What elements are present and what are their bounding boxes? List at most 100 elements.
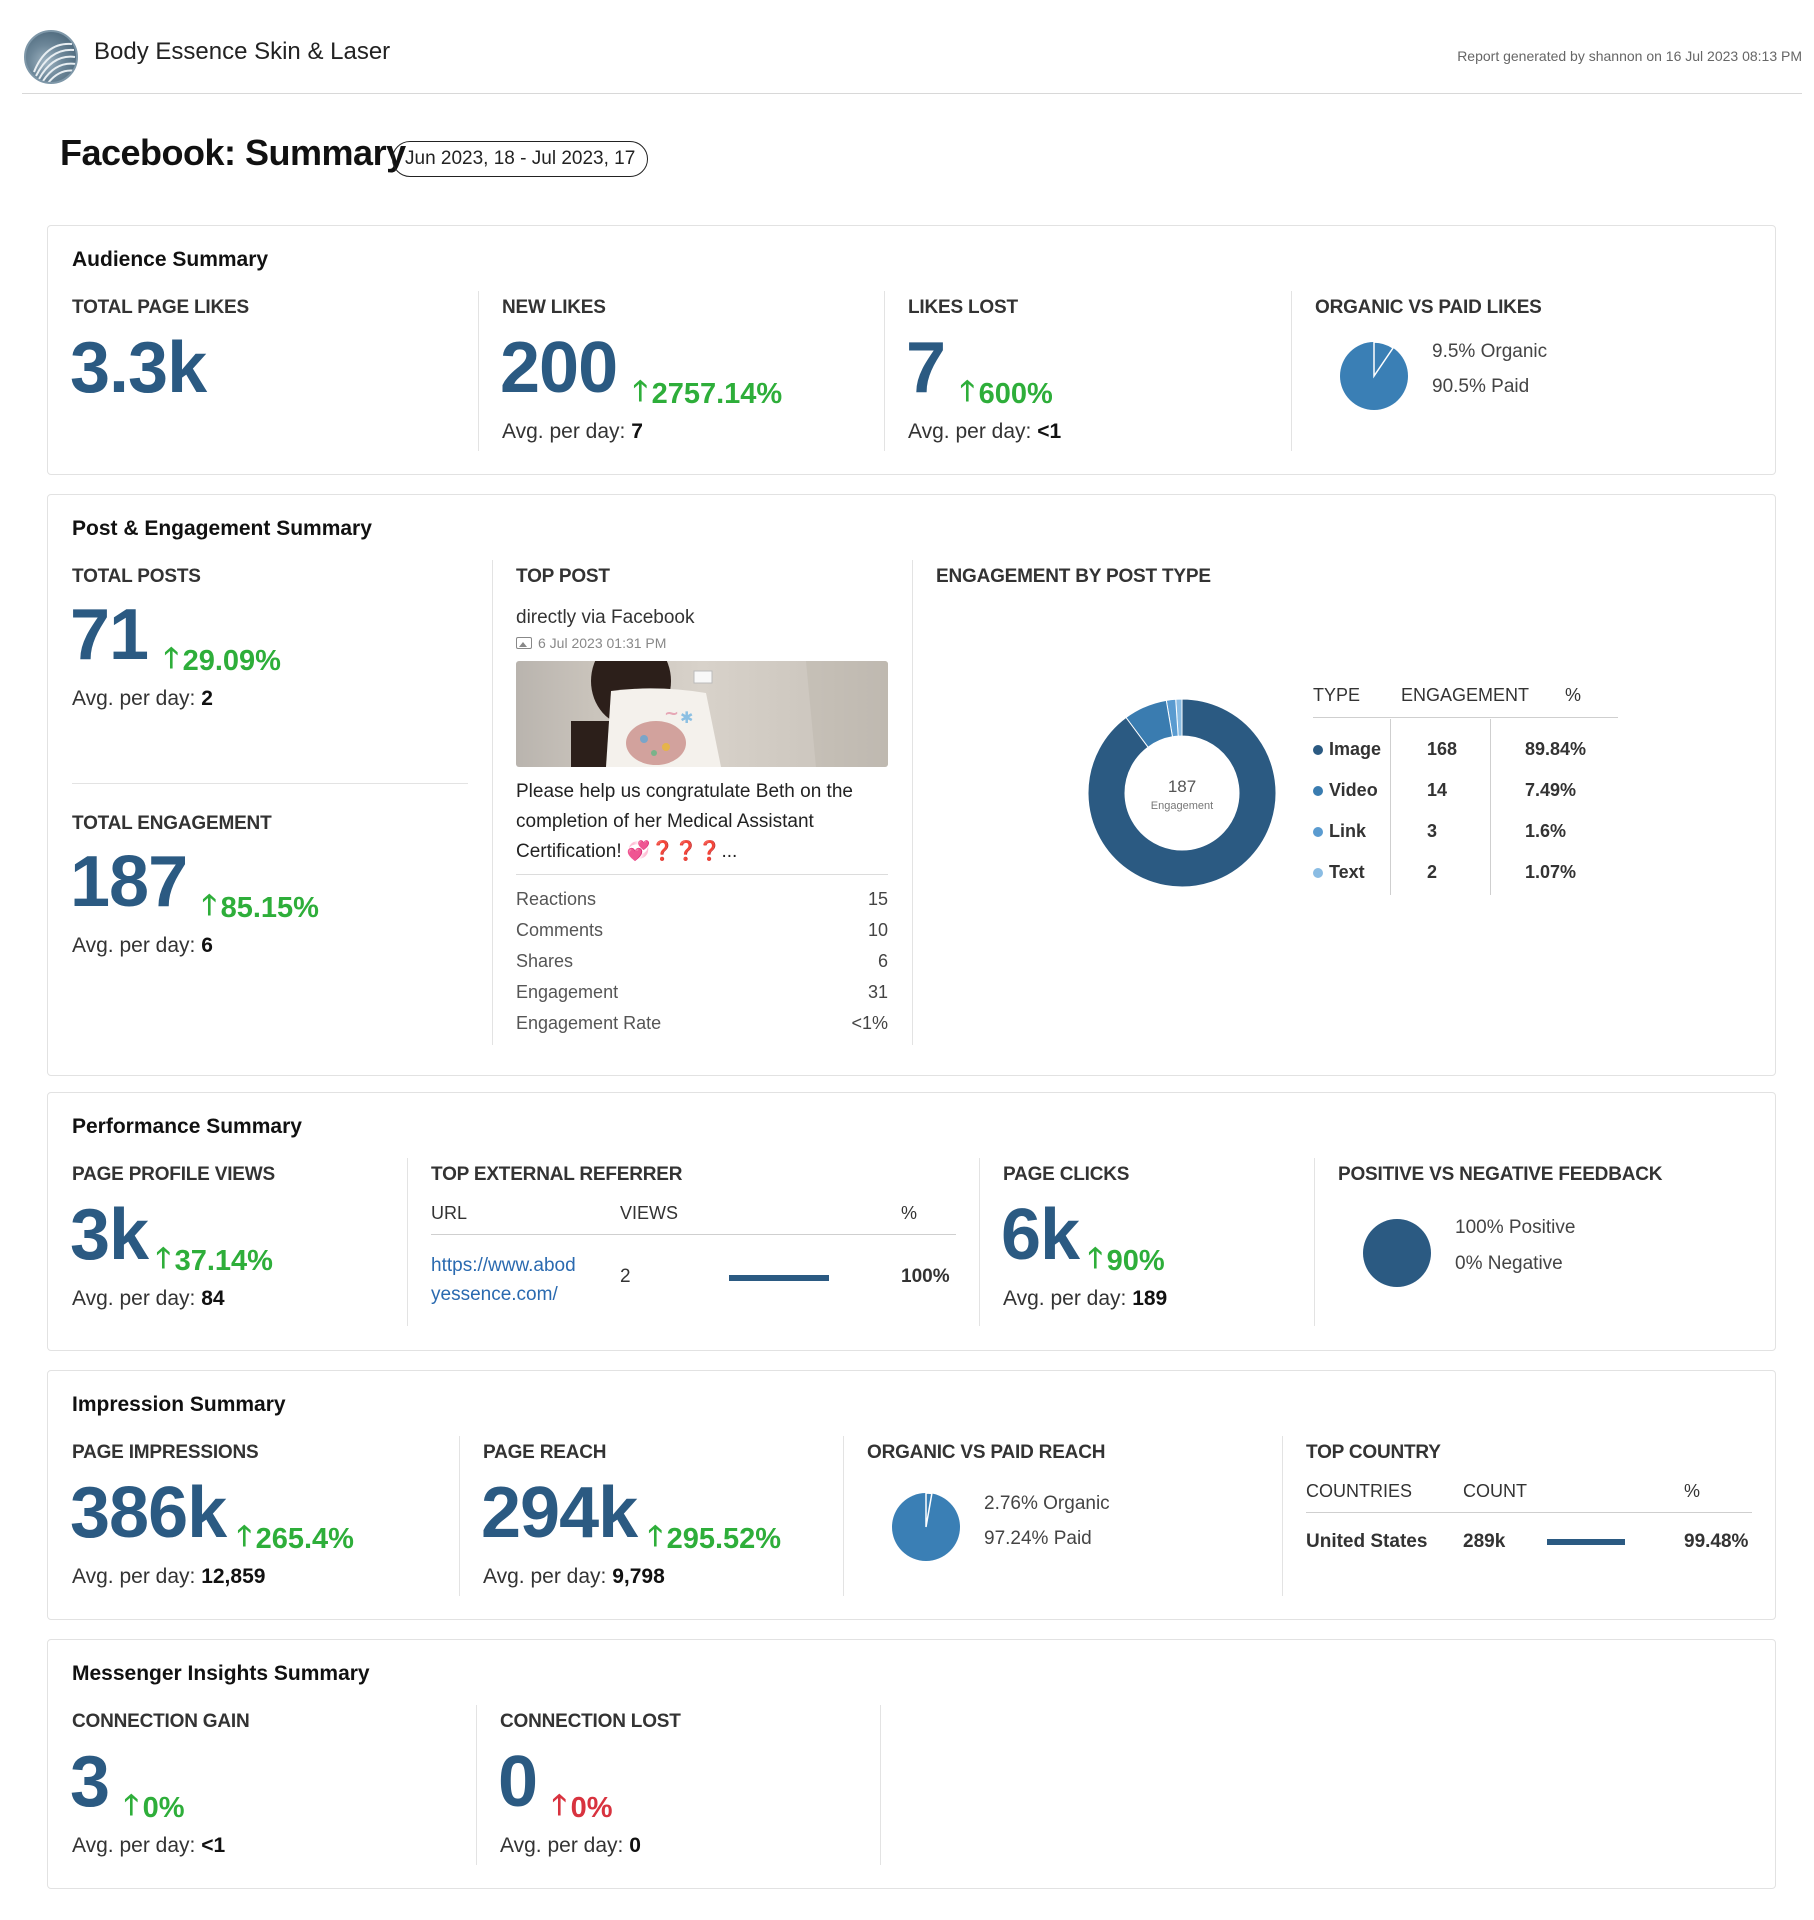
country-share-bar — [1547, 1539, 1625, 1545]
country-pct: 99.48% — [1684, 1531, 1749, 1552]
likes-lost-label: LIKES LOST — [908, 297, 1018, 318]
top-post-label: TOP POST — [516, 566, 610, 587]
arrow-up-icon: 🡑 — [237, 1520, 252, 1551]
connection-gain-value: 3 — [70, 1742, 110, 1822]
series-dot — [1313, 868, 1323, 879]
divider — [843, 1436, 844, 1596]
card-title: Post & Engagement Summary — [72, 517, 372, 540]
organic-vs-paid-reach-label: ORGANIC VS PAID REACH — [867, 1442, 1106, 1463]
referrer-share-bar — [729, 1275, 829, 1281]
page-clicks-delta: 🡑 90% — [1088, 1237, 1165, 1285]
paid-likes-text: 90.5% Paid — [1432, 376, 1530, 397]
engagement-type-text: Text — [1313, 862, 1365, 883]
divider — [880, 1705, 881, 1865]
top-post-image[interactable]: ~ ✱ — [516, 661, 888, 767]
arrow-up-icon: 🡑 — [648, 1520, 663, 1551]
total-posts-avg: Avg. per day: 2 — [72, 687, 213, 710]
card-title: Performance Summary — [72, 1115, 302, 1138]
image-icon — [516, 637, 532, 649]
donut-segments — [1088, 699, 1276, 887]
engagement-pct: 7.49% — [1525, 780, 1577, 800]
svg-text:~: ~ — [664, 703, 679, 724]
engagement-pct: 89.84% — [1525, 739, 1587, 759]
series-dot — [1313, 745, 1323, 756]
connection-gain-avg: Avg. per day: <1 — [72, 1834, 226, 1857]
page-impressions-avg: Avg. per day: 12,859 — [72, 1565, 266, 1588]
total-engagement-value: 187 — [70, 842, 188, 922]
connection-gain-delta: 🡑 0% — [124, 1784, 184, 1832]
country-name: United States — [1306, 1531, 1428, 1552]
organic-vs-paid-likes-label: ORGANIC VS PAID LIKES — [1315, 297, 1542, 318]
top-post-photo: ~ ✱ — [571, 661, 888, 767]
connection-gain-label: CONNECTION GAIN — [72, 1711, 250, 1732]
page-profile-views-avg: Avg. per day: 84 — [72, 1287, 225, 1310]
pie-organic-slice — [925, 1492, 933, 1528]
engagement-table-header-pct: % — [1565, 685, 1582, 705]
engagement-type-video: Video — [1313, 780, 1378, 801]
engagement-donut-chart: 187 Engagement — [1088, 699, 1276, 887]
divider — [1313, 717, 1618, 718]
engagement-value: 14 — [1427, 780, 1448, 800]
divider — [1306, 1512, 1752, 1513]
arrow-up-icon: 🡑 — [633, 375, 648, 406]
engagement-value: 168 — [1427, 739, 1458, 759]
likes-lost-avg: Avg. per day: <1 — [908, 420, 1062, 443]
engagement-type-link: Link — [1313, 821, 1366, 842]
positive-feedback-text: 100% Positive — [1455, 1217, 1576, 1238]
audience-summary-card: Audience Summary TOTAL PAGE LIKES 3.3k N… — [47, 225, 1776, 475]
arrow-up-icon: 🡑 — [960, 375, 975, 406]
divider — [884, 291, 885, 451]
referrer-url-link[interactable]: https://www.abod yessence.com/ — [431, 1255, 576, 1305]
donut-center-value: 187 — [1168, 777, 1196, 796]
engagement-value: 3 — [1427, 821, 1438, 841]
total-engagement-avg: Avg. per day: 6 — [72, 934, 213, 957]
referrer-pct: 100% — [901, 1266, 950, 1287]
page-profile-views-delta: 🡑 37.14% — [156, 1237, 273, 1285]
top-post-text: Please help us congratulate Beth on the … — [516, 781, 853, 862]
organic-vs-paid-likes-pie — [1340, 341, 1408, 410]
divider — [72, 783, 468, 784]
brand-name: Body Essence Skin & Laser — [94, 38, 391, 65]
performance-summary-card: Performance Summary PAGE PROFILE VIEWS 3… — [47, 1092, 1776, 1351]
series-dot — [1313, 786, 1323, 797]
country-header-countries: COUNTRIES — [1306, 1481, 1413, 1501]
top-post-stats: Reactions 15 Comments 10 Shares 6 Engagemen… — [516, 889, 888, 1049]
paid-reach-text: 97.24% Paid — [984, 1528, 1092, 1549]
divider — [912, 560, 913, 1045]
divider — [1291, 291, 1292, 451]
svg-text:✱: ✱ — [680, 708, 693, 727]
divider — [476, 1705, 477, 1865]
card-title: Impression Summary — [72, 1393, 286, 1416]
feedback-pie — [1363, 1219, 1431, 1287]
series-dot — [1313, 827, 1323, 838]
total-engagement-label: TOTAL ENGAGEMENT — [72, 813, 272, 834]
pie-organic-slice — [1373, 341, 1395, 379]
new-likes-value: 200 — [500, 328, 618, 408]
brand-logo — [24, 30, 78, 84]
engagement-value: 2 — [1427, 862, 1438, 882]
top-post-date: 6 Jul 2023 01:31 PM — [516, 635, 666, 651]
total-engagement-delta: 🡑 85.15% — [202, 884, 319, 932]
page-reach-avg: Avg. per day: 9,798 — [483, 1565, 665, 1588]
card-title: Audience Summary — [72, 248, 269, 271]
card-title: Messenger Insights Summary — [72, 1662, 370, 1685]
country-header-count: COUNT — [1463, 1481, 1527, 1501]
referrer-header-url: URL — [431, 1203, 468, 1223]
page-reach-delta: 🡑 295.52% — [648, 1515, 781, 1563]
stat-row-engagement-rate: Engagement Rate <1% — [516, 1013, 888, 1033]
divider — [516, 874, 888, 875]
country-header-pct: % — [1684, 1481, 1701, 1501]
connection-lost-label: CONNECTION LOST — [500, 1711, 681, 1732]
likes-lost-value: 7 — [906, 328, 946, 408]
arrow-up-icon: 🡑 — [164, 642, 179, 673]
page-impressions-value: 386k — [70, 1473, 227, 1553]
divider — [1390, 719, 1391, 895]
engagement-pct: 1.07% — [1525, 862, 1577, 882]
referrer-views: 2 — [620, 1266, 631, 1287]
total-page-likes-label: TOTAL PAGE LIKES — [72, 297, 249, 318]
organic-vs-paid-reach-pie — [892, 1492, 960, 1561]
total-page-likes-value: 3.3k — [70, 328, 207, 408]
date-range-pill[interactable]: Jun 2023, 18 - Jul 2023, 17 — [392, 141, 649, 177]
report-header: Body Essence Skin & Laser Report generat… — [22, 28, 1802, 94]
new-likes-delta: 🡑 2757.14% — [633, 370, 782, 418]
